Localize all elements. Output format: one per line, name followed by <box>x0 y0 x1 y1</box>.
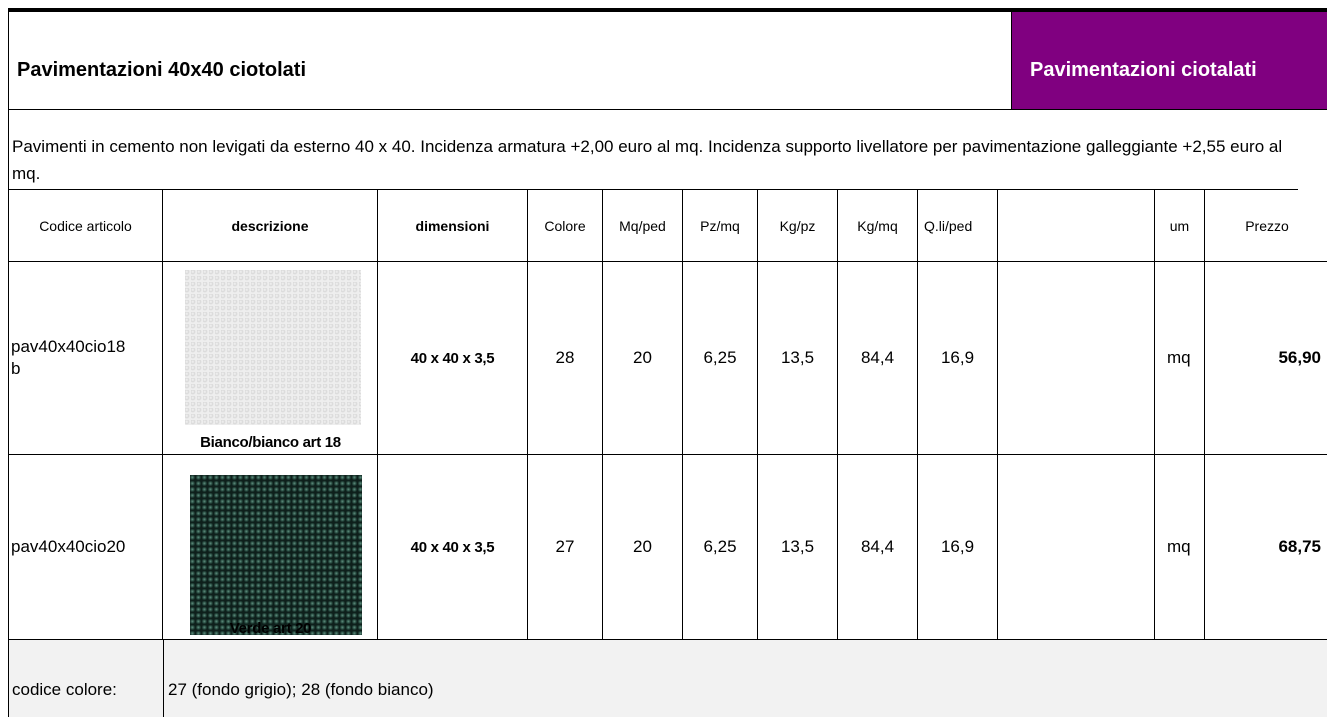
kg-pz-cell: 13,5 <box>758 455 838 640</box>
header-cell: descrizione <box>163 190 378 262</box>
top-border <box>8 8 1327 12</box>
header-cell: Prezzo <box>1205 190 1327 262</box>
kg-mq-cell: 84,4 <box>838 455 918 640</box>
header-cell: Codice articolo <box>8 190 163 262</box>
prezzo-cell: 68,75 <box>1205 455 1327 640</box>
title: Pavimentazioni 40x40 ciotolati <box>17 59 306 81</box>
image-caption: Bianco/bianco art 18 <box>200 434 341 451</box>
header-cell: Colore <box>528 190 603 262</box>
colore-cell: 28 <box>528 262 603 455</box>
header-cell: Kg/pz <box>758 190 838 262</box>
empty-cell <box>998 262 1155 455</box>
code-cell: pav40x40cio18b <box>8 262 163 455</box>
um-cell: mq <box>1155 262 1205 455</box>
pz-mq-cell: 6,25 <box>683 262 758 455</box>
dimensions-cell: 40 x 40 x 3,5 <box>378 455 528 640</box>
image-cell: Bianco/bianco art 18 <box>163 262 378 455</box>
mq-ped-cell: 20 <box>603 455 683 640</box>
prezzo-cell: 56,90 <box>1205 262 1327 455</box>
footer-row: codice colore: 27 (fondo grigio); 28 (fo… <box>8 640 1327 717</box>
image-cell: Verde art 20 <box>163 455 378 640</box>
header-cell: Pz/mq <box>683 190 758 262</box>
description: Pavimenti in cemento non levigati da est… <box>8 110 1298 190</box>
header-cell: um <box>1155 190 1205 262</box>
um-cell: mq <box>1155 455 1205 640</box>
dimensions-cell: 40 x 40 x 3,5 <box>378 262 528 455</box>
pz-mq-cell: 6,25 <box>683 455 758 640</box>
badge: Pavimentazioni ciotalati <box>1012 12 1327 110</box>
header-cell: Kg/mq <box>838 190 918 262</box>
product-image <box>185 270 361 425</box>
product-image <box>190 475 362 635</box>
header-cell: Q.li/ped <box>918 190 998 262</box>
kg-pz-cell: 13,5 <box>758 262 838 455</box>
kg-mq-cell: 84,4 <box>838 262 918 455</box>
mq-ped-cell: 20 <box>603 262 683 455</box>
q-li-ped-cell: 16,9 <box>918 455 998 640</box>
badge-text: Pavimentazioni ciotalati <box>1030 59 1257 81</box>
footer-text: 27 (fondo grigio); 28 (fondo bianco) <box>168 680 434 699</box>
code-cell: pav40x40cio20 <box>8 455 163 640</box>
q-li-ped-cell: 16,9 <box>918 262 998 455</box>
header-cell <box>998 190 1155 262</box>
title-cell: Pavimentazioni 40x40 ciotolati <box>8 12 1012 110</box>
footer-label: codice colore: <box>9 640 164 717</box>
header-cell: dimensioni <box>378 190 528 262</box>
empty-cell <box>998 455 1155 640</box>
colore-cell: 27 <box>528 455 603 640</box>
header-cell: Mq/ped <box>603 190 683 262</box>
image-caption: Verde art 20 <box>229 620 312 637</box>
